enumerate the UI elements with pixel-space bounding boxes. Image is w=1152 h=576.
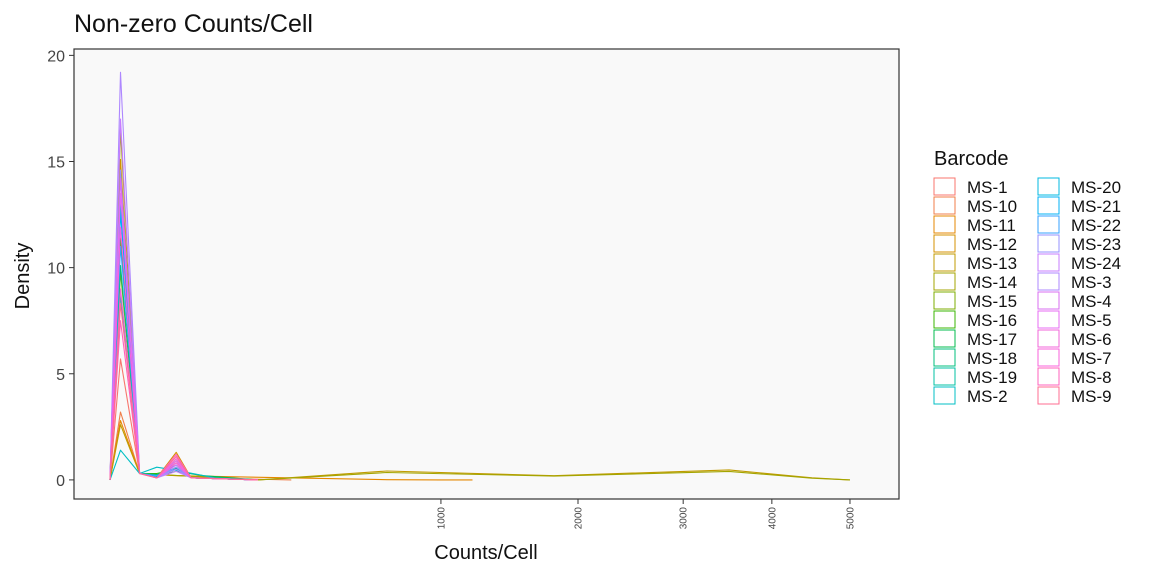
legend-key-MS-10 — [933, 196, 956, 215]
legend-label-MS-17: MS-17 — [967, 330, 1017, 349]
density-line-MS-9 — [109, 303, 259, 481]
chart-title: Non-zero Counts/Cell — [74, 10, 313, 38]
legend-key-MS-12 — [933, 234, 956, 253]
legend-label-MS-23: MS-23 — [1071, 235, 1121, 254]
x-tick-label: 3000 — [679, 507, 690, 530]
legend-key-MS-22 — [1037, 215, 1060, 234]
legend-key-MS-5 — [1037, 310, 1060, 329]
legend-key-MS-23 — [1037, 234, 1060, 253]
legend-label-MS-3: MS-3 — [1071, 273, 1112, 292]
legend-label-MS-18: MS-18 — [967, 349, 1017, 368]
density-line-MS-2 — [109, 449, 259, 481]
legend-label-MS-11: MS-11 — [967, 216, 1016, 235]
legend-key-MS-8 — [1037, 367, 1060, 386]
legend-label-MS-24: MS-24 — [1071, 254, 1121, 273]
legend-label-MS-20: MS-20 — [1071, 178, 1121, 197]
y-tick-label: 0 — [56, 473, 65, 490]
legend-label-MS-12: MS-12 — [967, 235, 1017, 254]
density-line-MS-13 — [109, 424, 851, 481]
legend-key-MS-3 — [1037, 272, 1060, 291]
legend-label-MS-10: MS-10 — [967, 197, 1017, 216]
x-tick-label: 2000 — [573, 507, 584, 530]
legend-label-MS-7: MS-7 — [1071, 349, 1112, 368]
y-tick-label: 15 — [47, 155, 65, 172]
legend-key-MS-21 — [1037, 196, 1060, 215]
legend-label-MS-6: MS-6 — [1071, 330, 1112, 349]
legend-key-MS-11 — [933, 215, 956, 234]
y-axis-title: Density — [12, 243, 34, 310]
legend-key-MS-6 — [1037, 329, 1060, 348]
x-axis: 1000 2000 3000 4000 5000 — [436, 499, 856, 529]
y-tick-label: 10 — [47, 261, 65, 278]
x-tick-label: 4000 — [767, 507, 778, 530]
y-tick-label: 20 — [47, 48, 65, 65]
legend-label-MS-22: MS-22 — [1071, 216, 1121, 235]
legend-key-MS-15 — [933, 291, 956, 310]
legend-label-MS-1: MS-1 — [967, 178, 1008, 197]
legend-label-MS-5: MS-5 — [1071, 311, 1112, 330]
legend-key-MS-16 — [933, 310, 956, 329]
legend-label-MS-4: MS-4 — [1071, 292, 1112, 311]
legend-label-MS-2: MS-2 — [967, 387, 1008, 406]
legend-key-MS-17 — [933, 329, 956, 348]
legend-label-MS-16: MS-16 — [967, 311, 1017, 330]
x-tick-label: 1000 — [436, 507, 447, 530]
legend-key-MS-4 — [1037, 291, 1060, 310]
legend-title: Barcode — [934, 148, 1009, 170]
legend-key-MS-20 — [1037, 177, 1060, 196]
density-lines — [109, 71, 851, 481]
legend-key-MS-2 — [933, 386, 956, 405]
legend-label-MS-21: MS-21 — [1071, 197, 1121, 216]
plot-panel — [73, 48, 900, 500]
legend-label-MS-14: MS-14 — [967, 273, 1017, 292]
x-tick-label: 5000 — [845, 507, 856, 530]
legend: Barcode MS-1MS-10MS-11MS-12MS-13MS-14MS-… — [933, 148, 1121, 406]
legend-label-MS-13: MS-13 — [967, 254, 1017, 273]
legend-key-MS-7 — [1037, 348, 1060, 367]
y-tick-label: 5 — [56, 367, 65, 384]
legend-label-MS-19: MS-19 — [967, 368, 1017, 387]
y-axis: 0 5 10 15 20 — [47, 48, 74, 490]
legend-key-MS-9 — [1037, 386, 1060, 405]
legend-key-MS-18 — [933, 348, 956, 367]
legend-key-MS-13 — [933, 253, 956, 272]
legend-key-MS-19 — [933, 367, 956, 386]
legend-key-MS-1 — [933, 177, 956, 196]
legend-key-MS-14 — [933, 272, 956, 291]
legend-label-MS-8: MS-8 — [1071, 368, 1112, 387]
x-axis-title: Counts/Cell — [434, 542, 537, 564]
legend-label-MS-9: MS-9 — [1071, 387, 1112, 406]
legend-label-MS-15: MS-15 — [967, 292, 1017, 311]
legend-key-MS-24 — [1037, 253, 1060, 272]
